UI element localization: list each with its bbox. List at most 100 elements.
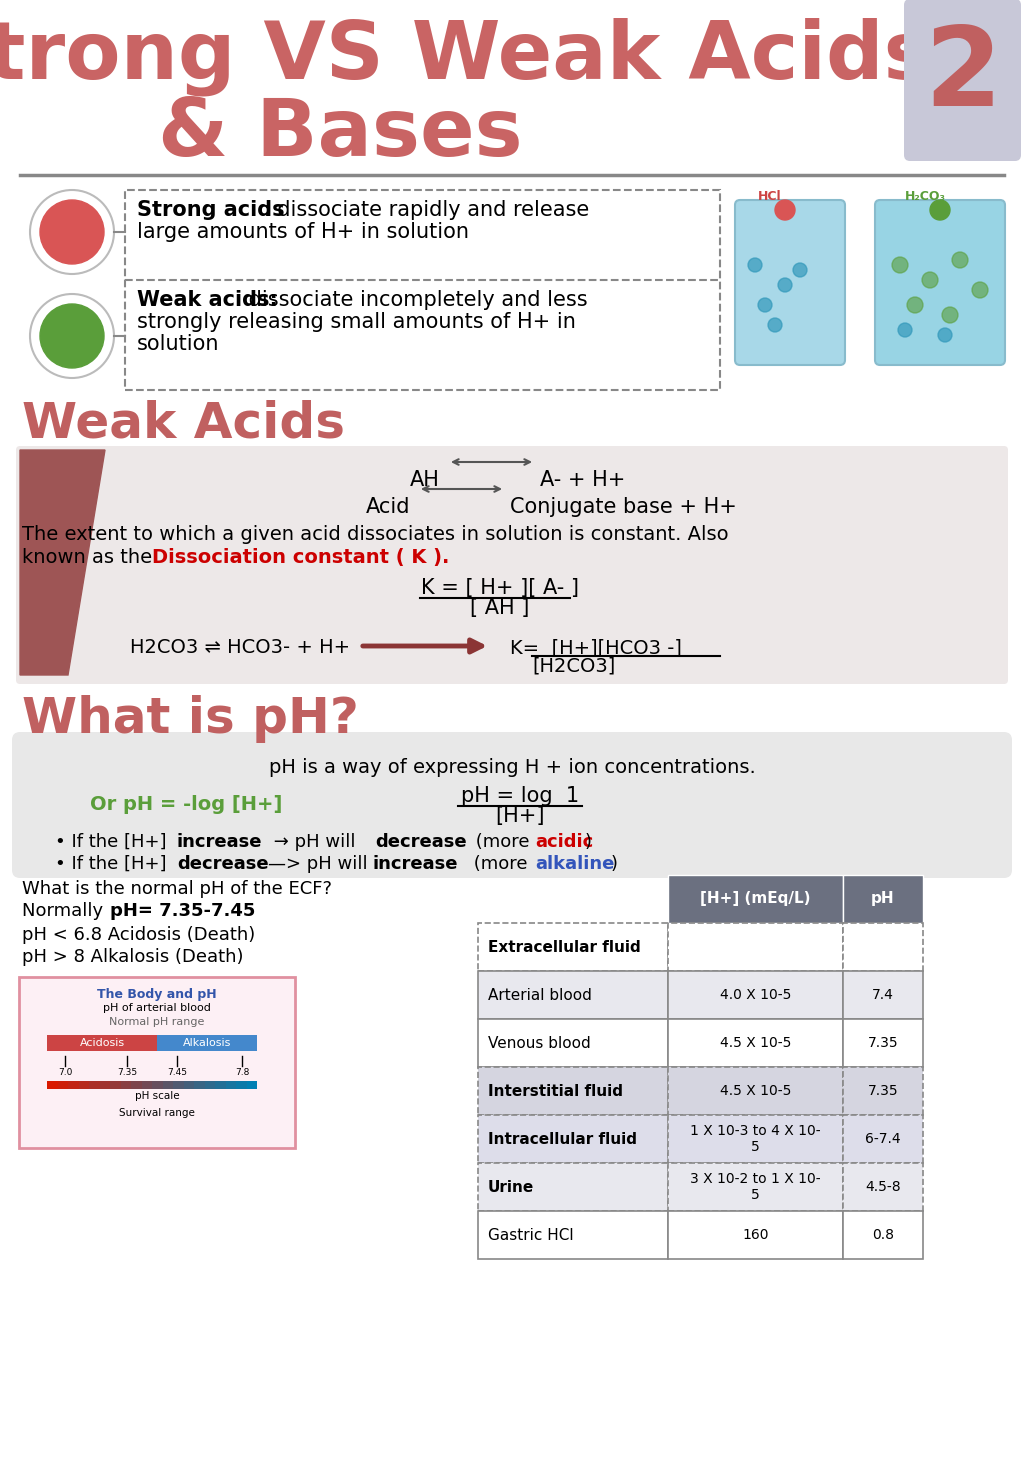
Bar [47,1080,257,1089]
Circle shape [972,282,988,299]
Text: A- + H+: A- + H+ [540,470,626,491]
FancyBboxPatch shape [735,200,845,365]
Text: 4.5 X 10-5: 4.5 X 10-5 [720,1036,792,1049]
Text: [H+] (mEq/L): [H+] (mEq/L) [700,891,811,906]
Circle shape [775,200,795,220]
Bar [843,1067,923,1114]
Text: Conjugate base + H+: Conjugate base + H+ [510,497,737,517]
Text: : dissociate rapidly and release: : dissociate rapidly and release [257,200,589,220]
Bar [668,971,843,1018]
Text: Urine: Urine [488,1179,535,1194]
Text: 160: 160 [742,1228,769,1242]
Bar [205,1080,215,1089]
Text: alkaline: alkaline [535,854,614,873]
Bar [68,1080,79,1089]
Text: & Bases: & Bases [158,95,522,173]
Text: 6-7.4: 6-7.4 [865,1132,901,1145]
Text: Intracellular fluid: Intracellular fluid [488,1132,637,1147]
Text: Weak acids:: Weak acids: [137,290,278,310]
Bar [121,1080,131,1089]
Bar [110,1080,121,1089]
Text: H2CO3 ⇌ HCO3- + H+: H2CO3 ⇌ HCO3- + H+ [130,638,350,658]
Text: pH scale: pH scale [135,1091,179,1101]
Text: What is pH?: What is pH? [22,695,358,743]
Text: 4.5 X 10-5: 4.5 X 10-5 [720,1083,792,1098]
Text: Or pH = -log [H+]: Or pH = -log [H+] [90,795,283,814]
Text: 7.4: 7.4 [872,987,894,1002]
Circle shape [40,304,104,368]
Bar [163,1080,173,1089]
Circle shape [892,257,908,273]
Bar [478,1018,668,1067]
Circle shape [768,318,782,333]
Text: Venous blood: Venous blood [488,1036,591,1051]
FancyBboxPatch shape [874,200,1005,365]
Bar [47,1035,157,1051]
Text: 1 X 10-3 to 4 X 10-
5: 1 X 10-3 to 4 X 10- 5 [690,1123,821,1154]
Text: pH = log  1: pH = log 1 [461,786,579,806]
Circle shape [942,307,958,324]
Bar [141,1080,152,1089]
Text: acidic: acidic [535,834,593,851]
Bar [668,875,843,922]
Text: Acid: Acid [366,497,410,517]
Bar [173,1080,183,1089]
Circle shape [40,200,104,265]
Circle shape [922,272,938,288]
Text: 4.0 X 10-5: 4.0 X 10-5 [720,987,792,1002]
Circle shape [30,191,114,273]
Bar [194,1080,205,1089]
Text: K=  [H+][HCO3 -]: K= [H+][HCO3 -] [510,638,682,658]
Bar [668,1163,843,1210]
Bar [668,1114,843,1163]
Bar [668,1067,843,1114]
Bar [215,1080,225,1089]
Text: Weak Acids: Weak Acids [22,401,345,448]
Text: 7.45: 7.45 [167,1069,187,1077]
Text: known as the: known as the [22,548,159,568]
Bar [668,1018,843,1067]
Text: • If the [H+]: • If the [H+] [55,834,172,851]
FancyBboxPatch shape [19,977,295,1148]
Bar [478,1114,668,1163]
Text: ): ) [585,834,592,851]
Bar [843,875,923,922]
FancyBboxPatch shape [12,732,1012,878]
Text: pH: pH [871,891,895,906]
Bar [152,1080,163,1089]
Text: increase: increase [373,854,459,873]
Bar [478,971,668,1018]
Text: 0.8: 0.8 [872,1228,894,1242]
Bar [157,1035,257,1051]
Text: 3 X 10-2 to 1 X 10-
5: 3 X 10-2 to 1 X 10- 5 [690,1172,821,1202]
Text: solution: solution [137,334,219,355]
Bar [668,1210,843,1259]
Circle shape [778,278,792,293]
Text: 7.35: 7.35 [867,1036,898,1049]
Text: AH: AH [411,470,440,491]
Bar [843,971,923,1018]
Text: The extent to which a given acid dissociates in solution is constant. Also: The extent to which a given acid dissoci… [22,525,729,544]
Text: ): ) [611,854,618,873]
Text: 7.35: 7.35 [117,1069,137,1077]
Text: Gastric HCl: Gastric HCl [488,1228,573,1243]
Text: pH > 8 Alkalosis (Death): pH > 8 Alkalosis (Death) [22,947,244,967]
Text: • If the [H+]: • If the [H+] [55,854,172,873]
Bar [478,922,668,971]
Bar [57,1080,68,1089]
Bar [89,1080,99,1089]
Text: 4.5-8: 4.5-8 [865,1179,901,1194]
Bar [99,1080,110,1089]
Circle shape [952,253,968,268]
Text: Extracellular fluid: Extracellular fluid [488,940,641,955]
Circle shape [793,263,807,276]
Text: pH is a way of expressing H + ion concentrations.: pH is a way of expressing H + ion concen… [268,758,756,777]
Text: Acidosis: Acidosis [80,1038,125,1048]
Circle shape [930,200,950,220]
Text: Normally: Normally [22,902,109,919]
Circle shape [907,297,923,313]
Text: 7.0: 7.0 [57,1069,72,1077]
Text: Dissociation constant ( K ).: Dissociation constant ( K ). [152,548,450,568]
Bar [183,1080,194,1089]
Text: HCl: HCl [758,191,781,202]
